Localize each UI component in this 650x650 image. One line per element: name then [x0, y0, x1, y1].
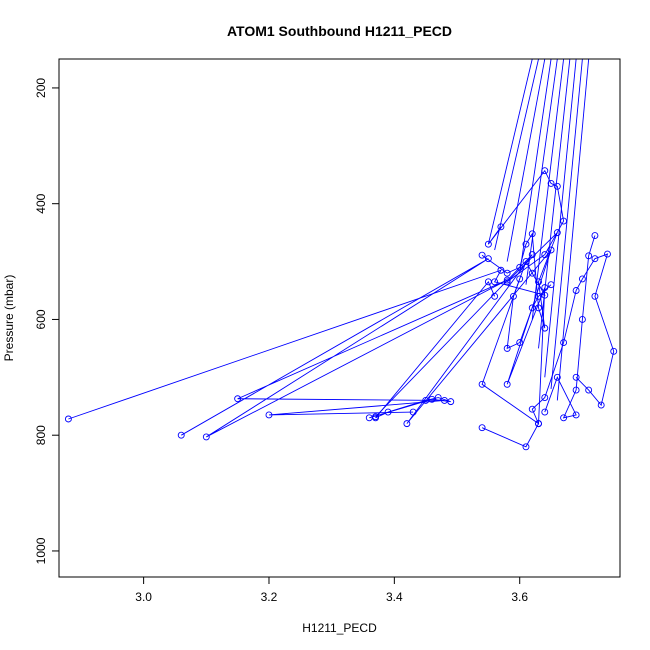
data-point [528, 230, 536, 238]
data-point [572, 386, 580, 394]
data-point [434, 394, 442, 402]
data-point [428, 395, 436, 403]
data-point [547, 179, 555, 187]
series-line-segment [506, 59, 546, 262]
data-point [509, 292, 517, 300]
data-point [447, 398, 455, 406]
data-point [541, 408, 549, 416]
data-point [591, 232, 599, 239]
data-point [560, 339, 568, 347]
data-point [484, 278, 492, 286]
data-point [503, 380, 511, 388]
x-tick-label: 3.6 [511, 590, 528, 604]
data-point [403, 420, 411, 428]
series-line-segment [487, 59, 533, 245]
data-point [478, 424, 486, 432]
data-point [591, 255, 599, 263]
plot-frame [58, 58, 621, 578]
data-point [547, 246, 555, 254]
data-point [585, 252, 593, 260]
data-point [484, 240, 492, 248]
data-point [177, 431, 185, 439]
data-point [604, 250, 611, 258]
data-point [591, 292, 599, 300]
series-line [375, 249, 552, 425]
data-point [578, 315, 586, 323]
data-point [64, 415, 72, 423]
series-line-segment [519, 59, 552, 274]
data-point [528, 251, 536, 259]
y-axis-label: Pressure (mbar) [2, 275, 16, 362]
data-point [535, 420, 542, 428]
data-point [585, 386, 593, 394]
data-point [484, 255, 492, 263]
series-line [481, 169, 565, 329]
data-point [610, 347, 618, 355]
x-tick-label: 3.2 [261, 590, 278, 604]
data-point [528, 269, 536, 277]
data-point [478, 251, 486, 259]
data-point [265, 411, 273, 419]
data-point [541, 167, 549, 175]
series-line-segment [556, 59, 590, 401]
data-point [497, 223, 505, 231]
y-tick-label: 1000 [34, 537, 48, 564]
data-point [572, 373, 580, 381]
data-point [560, 217, 568, 225]
data-point [553, 182, 561, 190]
data-point [422, 397, 430, 404]
axes-layer: 3.0 3.2 3.4 3.6 200 400 600 800 1000 [34, 78, 528, 604]
series-line-segment [538, 59, 571, 349]
data-point [553, 373, 561, 381]
data-point [497, 266, 505, 274]
data-point [234, 395, 242, 403]
data-point [578, 275, 586, 283]
chart-title: ATOM1 Southbound H1211_PECD [227, 23, 452, 39]
data-point [478, 380, 486, 388]
data-point [202, 433, 210, 441]
data-point [572, 287, 580, 294]
data-point [541, 394, 549, 402]
data-point [597, 401, 605, 409]
data-point [503, 269, 511, 277]
series-line-segment [531, 59, 565, 320]
data-point [541, 284, 549, 292]
data-point [372, 413, 379, 421]
data-point [541, 324, 549, 332]
series-group [64, 59, 618, 451]
data-point [528, 304, 536, 312]
data-point [560, 414, 568, 422]
x-tick-label: 3.0 [135, 590, 152, 604]
y-tick-label: 800 [34, 425, 48, 445]
series-line [181, 258, 508, 438]
series-line-segment [550, 59, 583, 389]
data-point [547, 281, 555, 289]
y-tick-label: 400 [34, 193, 48, 213]
series-line [544, 235, 596, 419]
data-point [522, 240, 530, 248]
data-point [528, 405, 536, 413]
y-tick-label: 600 [34, 309, 48, 329]
y-tick-label: 200 [34, 78, 48, 98]
data-point [522, 258, 530, 266]
data-point [503, 344, 511, 352]
data-point [572, 411, 580, 419]
series-line-segment [494, 59, 539, 251]
x-axis-label: H1211_PECD [302, 621, 377, 635]
series-layer [64, 59, 618, 451]
data-point [522, 443, 530, 451]
data-point [553, 229, 561, 237]
data-point [516, 275, 524, 283]
data-point [503, 276, 511, 284]
x-tick-label: 3.4 [386, 590, 403, 604]
series-line [481, 253, 615, 448]
series-line-segment [544, 59, 577, 378]
data-point [384, 408, 392, 416]
